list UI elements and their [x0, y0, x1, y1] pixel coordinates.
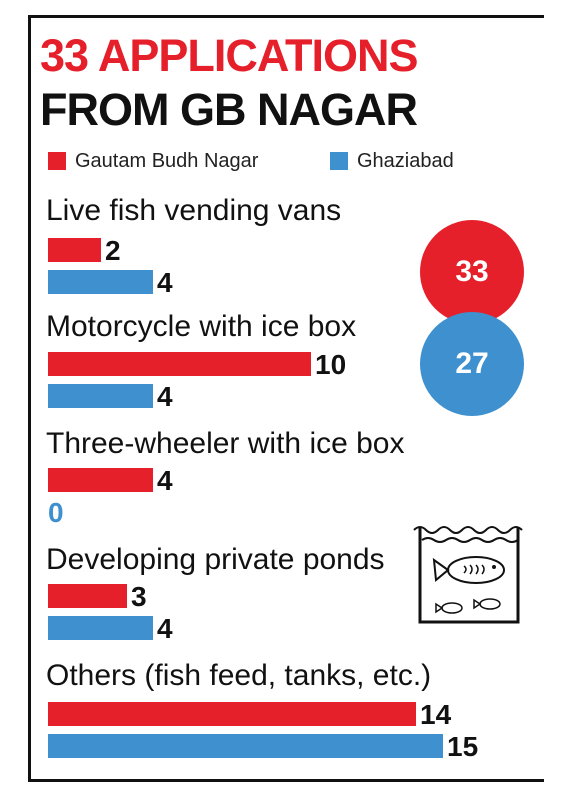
frame-border-top [28, 15, 544, 18]
bar-gautam-budh-nagar-3 [48, 584, 127, 608]
bar-ghaziabad-0 [48, 270, 153, 294]
value-label-gautam-budh-nagar-2: 4 [157, 465, 173, 496]
category-label-motorcycle-with-ice-box: Motorcycle with ice box [46, 310, 357, 343]
frame-border-left [28, 15, 31, 782]
bar-ghaziabad-1 [48, 384, 153, 408]
value-label-ghaziabad-1: 4 [157, 381, 173, 412]
value-label-gautam-budh-nagar-1: 10 [315, 349, 347, 380]
category-label-developing-private-ponds: Developing private ponds [46, 543, 385, 576]
value-label-ghaziabad-3: 4 [157, 613, 173, 644]
category-label-three-wheeler-with-ice-box: Three-wheeler with ice box [46, 427, 405, 460]
value-label-ghaziabad-2: 0 [48, 497, 64, 528]
chart-title-line-1: 33 APPLICATIONS [40, 30, 419, 81]
legend-label-gautam-budh-nagar: Gautam Budh Nagar [75, 149, 259, 172]
value-label-gautam-budh-nagar-4: 14 [420, 699, 452, 730]
category-label-others: Others (fish feed, tanks, etc.) [46, 659, 432, 692]
total-circle-gautam-budh-nagar: 33 [420, 220, 524, 324]
fish-tank-icon [413, 526, 523, 624]
frame-border-bottom [28, 779, 544, 782]
legend-label-ghaziabad: Ghaziabad [357, 149, 454, 172]
value-label-ghaziabad-0: 4 [157, 267, 173, 298]
value-label-gautam-budh-nagar-0: 2 [105, 235, 121, 266]
total-value-ghaziabad: 27 [455, 347, 489, 380]
legend-swatch-ghaziabad [330, 152, 348, 170]
legend-swatch-gautam-budh-nagar [48, 152, 66, 170]
value-label-ghaziabad-4: 15 [447, 731, 479, 762]
bar-gautam-budh-nagar-4 [48, 702, 416, 726]
legend-item-ghaziabad: Ghaziabad [330, 148, 454, 174]
bar-ghaziabad-3 [48, 616, 153, 640]
bar-ghaziabad-4 [48, 734, 443, 758]
bar-gautam-budh-nagar-2 [48, 468, 153, 492]
legend-item-gautam-budh-nagar: Gautam Budh Nagar [48, 148, 258, 174]
category-label-live-fish-vending-vans: Live fish vending vans [46, 194, 342, 227]
bar-gautam-budh-nagar-1 [48, 352, 311, 376]
total-circle-ghaziabad: 27 [420, 312, 524, 416]
value-label-gautam-budh-nagar-3: 3 [131, 581, 147, 612]
bar-gautam-budh-nagar-0 [48, 238, 101, 262]
chart-title-line-2: FROM GB NAGAR [40, 84, 418, 135]
total-value-gautam-budh-nagar: 33 [455, 255, 489, 288]
